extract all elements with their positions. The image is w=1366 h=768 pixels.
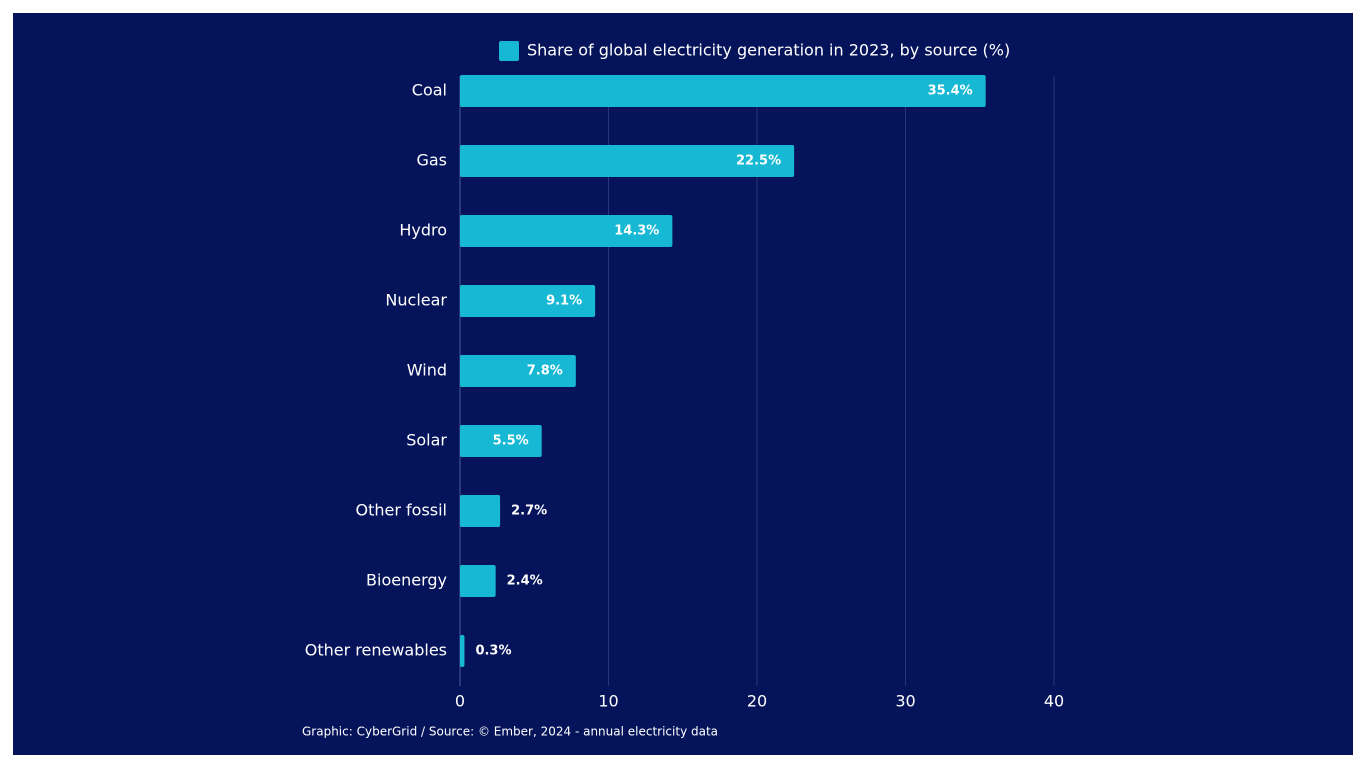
data-label: 2.4% [507, 574, 543, 589]
bar [460, 565, 496, 597]
legend-label: Share of global electricity generation i… [527, 41, 1010, 60]
y-tick-label: Solar [406, 431, 447, 450]
x-tick-label: 10 [598, 692, 618, 711]
y-tick-label: Coal [412, 81, 447, 100]
data-label: 22.5% [736, 154, 781, 169]
bar [460, 495, 501, 527]
bar [460, 355, 576, 387]
x-tick-label: 40 [1044, 692, 1064, 711]
y-tick-label: Nuclear [385, 291, 447, 310]
legend-swatch [499, 41, 519, 61]
y-tick-label: Bioenergy [366, 571, 447, 590]
panel [13, 13, 1353, 755]
data-label: 5.5% [493, 434, 529, 449]
x-tick-label: 20 [747, 692, 767, 711]
bar [460, 75, 986, 107]
data-label: 35.4% [928, 84, 973, 99]
y-tick-label: Gas [416, 151, 447, 170]
data-label: 9.1% [546, 294, 582, 309]
x-tick-label: 0 [455, 692, 465, 711]
data-label: 2.7% [511, 504, 547, 519]
bar [460, 425, 542, 457]
y-tick-label: Hydro [399, 221, 447, 240]
bar [460, 215, 673, 247]
source-note: Graphic: CyberGrid / Source: © Ember, 20… [302, 725, 718, 739]
y-tick-label: Other renewables [305, 641, 447, 660]
y-tick-label: Wind [407, 361, 447, 380]
y-tick-label: Other fossil [356, 501, 448, 520]
x-tick-label: 30 [895, 692, 915, 711]
data-label: 0.3% [475, 644, 511, 659]
bar [460, 285, 596, 317]
data-label: 7.8% [527, 364, 563, 379]
data-label: 14.3% [614, 224, 659, 239]
bar [460, 635, 465, 667]
bar [460, 145, 795, 177]
